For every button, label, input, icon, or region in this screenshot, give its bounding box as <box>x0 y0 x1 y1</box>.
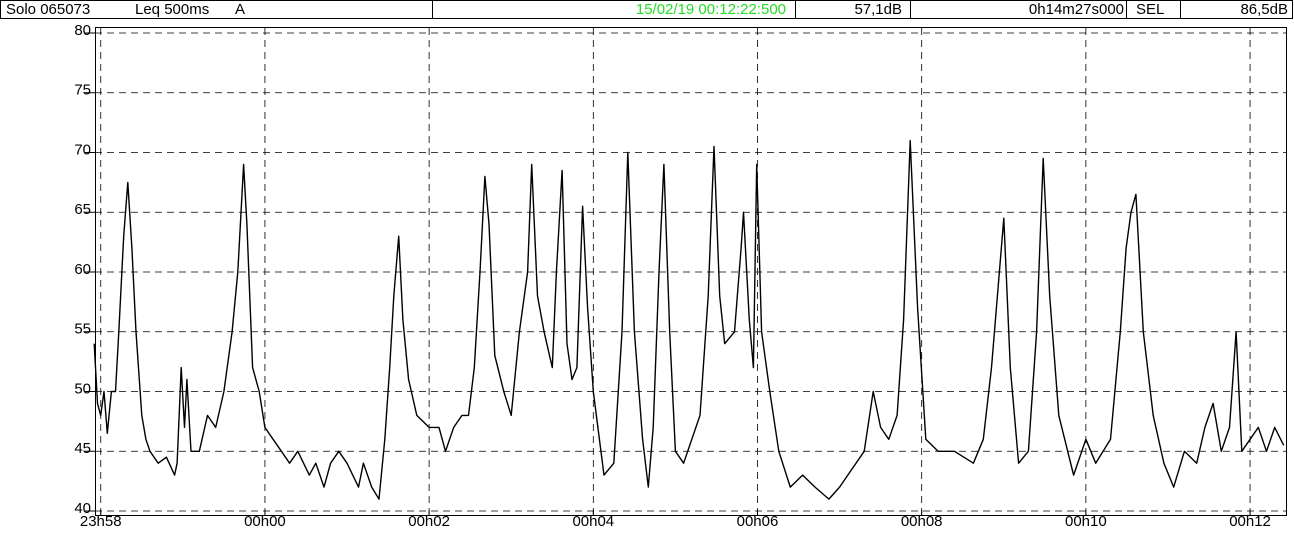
x-tick-label: 00h06 <box>737 513 779 530</box>
level-line <box>93 139 1285 500</box>
y-tick-label: 65 <box>74 201 91 218</box>
y-tick-label: 60 <box>74 261 91 278</box>
cursor-time: 15/02/19 00:12:22:500 <box>636 1 786 18</box>
sel-box <box>1180 0 1293 19</box>
x-tick-label: 23h58 <box>80 513 122 530</box>
duration: 0h14m27s000 <box>1029 1 1124 18</box>
x-tick-label: 00h00 <box>244 513 286 530</box>
y-tick-label: 70 <box>74 141 91 158</box>
sel-label: SEL <box>1136 1 1164 18</box>
measure: Leq 500ms <box>135 1 209 18</box>
x-tick-label: 00h02 <box>408 513 450 530</box>
x-tick-label: 00h12 <box>1229 513 1271 530</box>
weighting: A <box>235 1 245 18</box>
duration-box <box>910 0 1127 19</box>
plot-frame <box>95 27 1287 516</box>
x-tick-label: 00h04 <box>572 513 614 530</box>
x-tick-label: 00h08 <box>901 513 943 530</box>
y-tick-label: 80 <box>74 22 91 39</box>
y-tick-label: 40 <box>74 500 91 517</box>
y-tick-label: 75 <box>74 82 91 99</box>
y-tick-label: 55 <box>74 321 91 338</box>
cursor-value: 57,1dB <box>854 1 902 18</box>
y-tick-label: 50 <box>74 380 91 397</box>
sel-value: 86,5dB <box>1240 1 1288 18</box>
x-tick-label: 00h10 <box>1065 513 1107 530</box>
instrument: Solo 065073 <box>6 1 90 18</box>
y-tick-label: 45 <box>74 440 91 457</box>
